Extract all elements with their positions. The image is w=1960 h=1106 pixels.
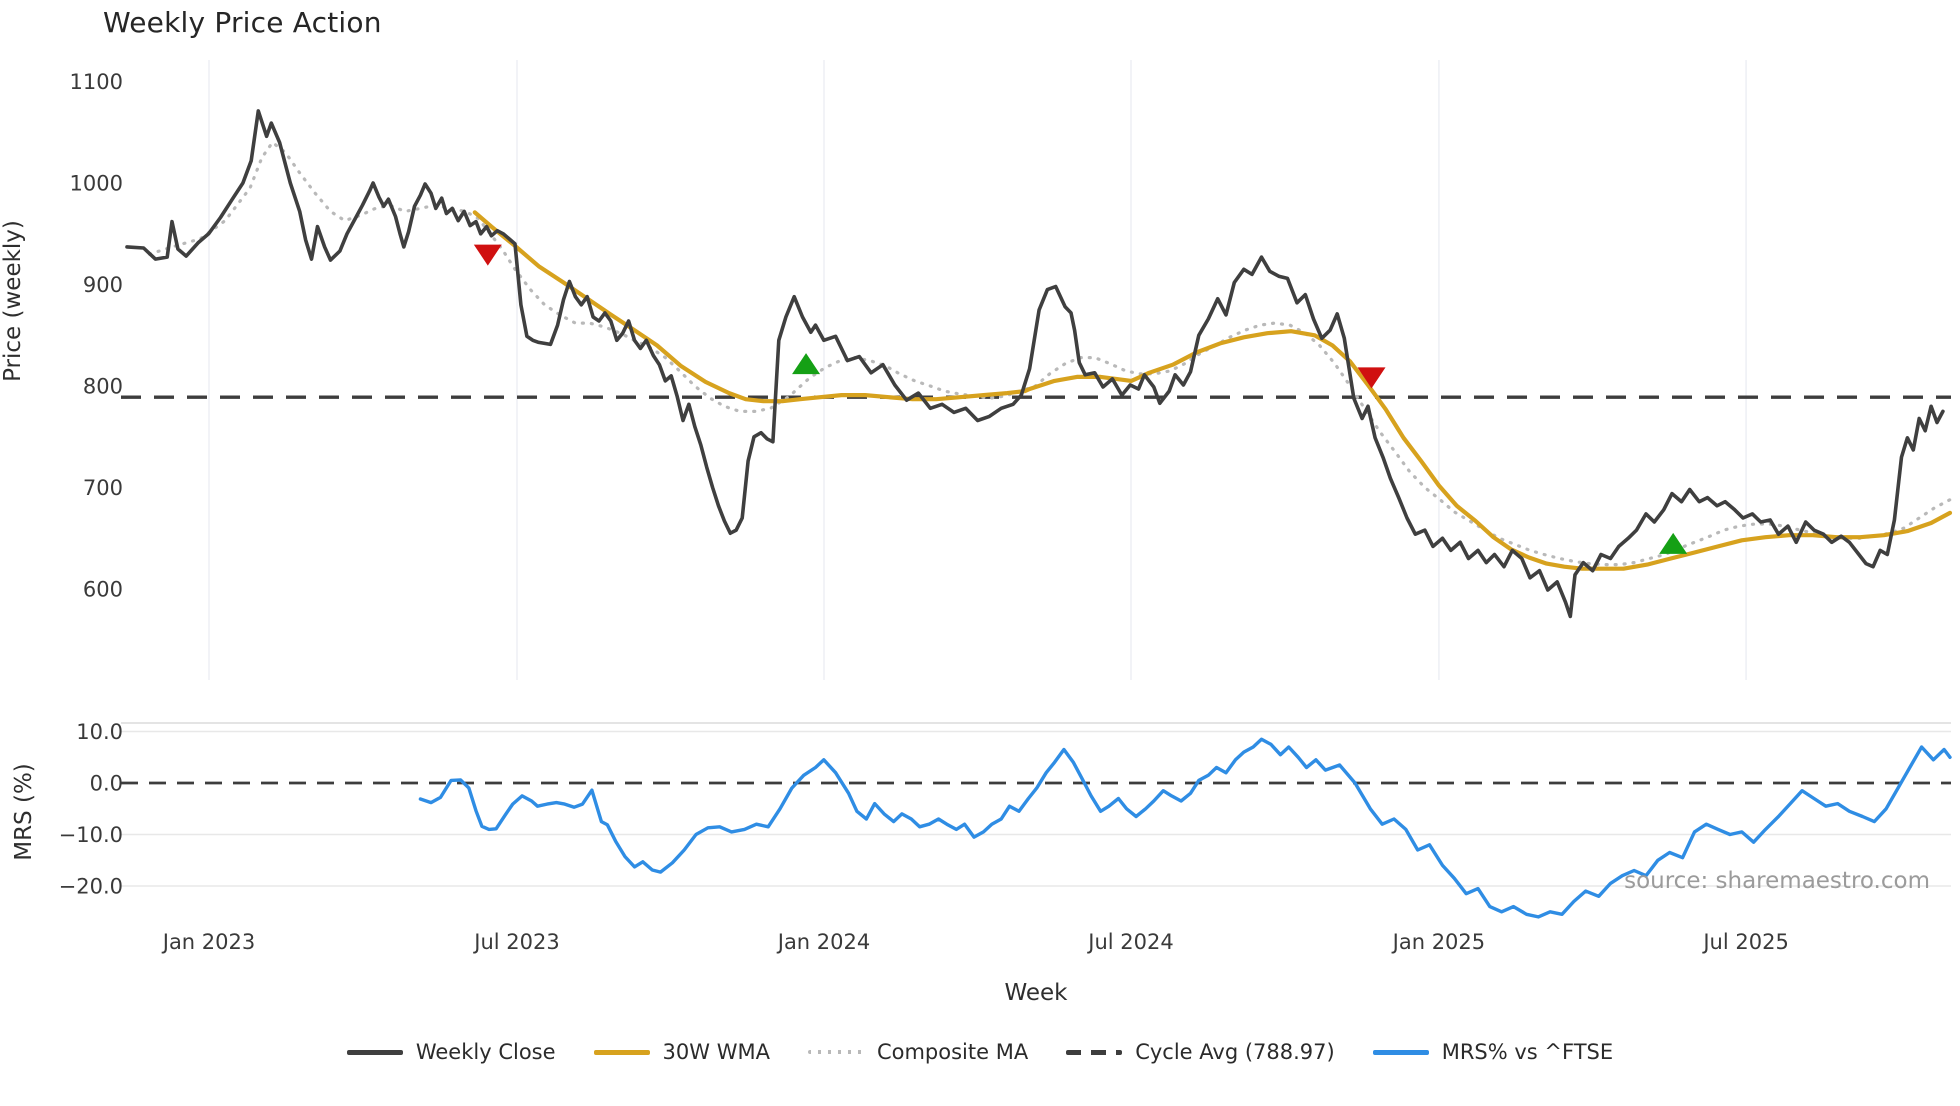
x-tick-label: Jul 2024 [1086, 930, 1173, 954]
legend-label: Composite MA [876, 1040, 1029, 1064]
price-tick-label: 600 [83, 578, 123, 602]
price-tick-label: 900 [83, 273, 123, 297]
x-tick-label: Jul 2023 [472, 930, 559, 954]
legend-item-weekly-close: Weekly Close [346, 1040, 556, 1064]
mrs-line [418, 737, 1952, 919]
legend-label: MRS% vs ^FTSE [1441, 1040, 1614, 1064]
legend-swatch-dashed-icon [1066, 1049, 1123, 1055]
composite-ma-line [147, 140, 1952, 567]
legend-swatch-line-icon [346, 1049, 403, 1055]
mrs-axis-label: MRS (%) [11, 763, 37, 861]
sell-signal-marker [473, 244, 502, 266]
weekly-close-line [125, 109, 1945, 619]
legend-item-30w-wma: 30W WMA [593, 1040, 770, 1064]
legend-label: Weekly Close [415, 1040, 556, 1064]
x-tick-label: Jul 2025 [1701, 930, 1788, 954]
price-tick-label: 1000 [70, 172, 123, 196]
legend-label: Cycle Avg (788.97) [1135, 1040, 1335, 1064]
source-watermark: source: sharemaestro.com [1624, 868, 1930, 894]
chart-title: Weekly Price Action [103, 6, 382, 39]
x-axis-label: Week [1004, 980, 1068, 1006]
mrs-tick-label: 10.0 [76, 720, 123, 744]
mrs-tick-label: 0.0 [90, 772, 123, 796]
x-tick-label: Jan 2024 [776, 930, 871, 954]
legend-item-composite-ma: Composite MA [807, 1040, 1029, 1064]
legend-swatch-line-icon [593, 1049, 650, 1055]
legend-item-cycle-avg-788-97: Cycle Avg (788.97) [1066, 1040, 1335, 1064]
mrs-tick-label: −20.0 [59, 875, 123, 899]
price-tick-label: 800 [83, 375, 123, 399]
price-axis-label: Price (weekly) [0, 220, 26, 382]
sell-signal-marker [1357, 367, 1386, 389]
legend-swatch-line-icon [1372, 1049, 1429, 1055]
wma-line [472, 210, 1953, 571]
legend-item-mrs-vs-ftse: MRS% vs ^FTSE [1372, 1040, 1614, 1064]
chart-legend: Weekly Close 30W WMA Composite MA Cycle Avg… [0, 1030, 1960, 1074]
legend-label: 30W WMA [662, 1040, 770, 1064]
buy-signal-marker [792, 353, 821, 375]
mrs-tick-label: −10.0 [59, 823, 123, 847]
legend-swatch-dotted-icon [807, 1050, 864, 1054]
price-tick-label: 1100 [70, 70, 123, 94]
price-tick-label: 700 [83, 476, 123, 500]
x-tick-label: Jan 2025 [1391, 930, 1486, 954]
x-tick-label: Jan 2023 [161, 930, 256, 954]
buy-signal-marker [1659, 532, 1688, 554]
